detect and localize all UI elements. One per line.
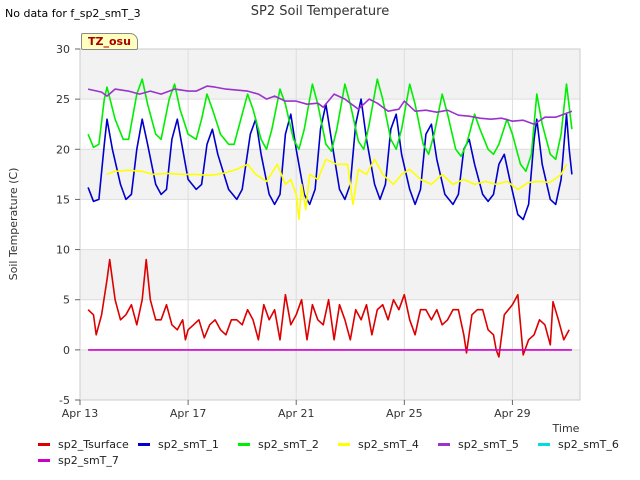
legend-label: sp2_smT_2 (258, 437, 319, 451)
legend-item: sp2_smT_2 (238, 438, 338, 451)
series-line-sp2_smT_2 (87, 78, 573, 173)
y-tick-label: 0 (63, 344, 70, 357)
legend-label: sp2_smT_4 (358, 437, 419, 451)
legend-swatch (38, 458, 50, 462)
legend-item: sp2_smT_1 (138, 438, 238, 451)
y-axis-label: Soil Temperature (C) (7, 168, 20, 281)
legend-label: sp2_smT_7 (58, 453, 119, 467)
background-band (80, 349, 580, 400)
legend-swatch (538, 442, 550, 446)
series-line-sp2_smT_4 (106, 158, 568, 221)
legend-swatch (238, 442, 250, 446)
timezone-badge: TZ_osu (81, 33, 138, 50)
y-tick-label: 5 (63, 294, 70, 307)
legend-swatch (38, 442, 50, 446)
series-line-sp2_Tsurface (87, 258, 570, 358)
legend-item: sp2_smT_5 (438, 438, 538, 451)
legend: sp2_Tsurface sp2_smT_1 sp2_smT_2 sp2_smT_4 s… (38, 436, 638, 468)
x-tick-label: Apr 13 (62, 407, 99, 420)
no-data-message: No data for f_sp2_smT_3 (5, 7, 141, 20)
legend-label: sp2_smT_1 (158, 437, 219, 451)
y-axis-ticks: -5 0 5 10 15 20 25 30 (56, 43, 80, 407)
legend-item: sp2_smT_7 (38, 454, 142, 467)
y-tick-label: 20 (56, 143, 70, 156)
legend-swatch (138, 442, 150, 446)
legend-swatch (338, 442, 350, 446)
legend-row: sp2_smT_7 (38, 452, 638, 468)
grid-lines (79, 48, 580, 401)
x-axis-ticks: Apr 13 Apr 17 Apr 21 Apr 25 Apr 29 (62, 400, 531, 420)
background-band (80, 49, 580, 100)
x-tick-label: Apr 21 (278, 407, 315, 420)
background-bands (80, 49, 580, 400)
y-tick-label: 30 (56, 43, 70, 56)
background-band (80, 249, 580, 300)
x-tick-label: Apr 29 (494, 407, 531, 420)
legend-row: sp2_Tsurface sp2_smT_1 sp2_smT_2 sp2_smT_4 s… (38, 436, 638, 452)
legend-label: sp2_smT_5 (458, 437, 519, 451)
chart-title: SP2 Soil Temperature (251, 4, 389, 19)
legend-label: sp2_Tsurface (58, 437, 129, 451)
y-tick-label: 10 (56, 244, 70, 257)
legend-label: sp2_smT_6 (558, 437, 619, 451)
legend-item: sp2_Tsurface (38, 438, 138, 451)
x-axis-label: Time (552, 422, 580, 435)
series-lines (87, 78, 573, 358)
legend-swatch (438, 442, 450, 446)
legend-item: sp2_smT_6 (538, 438, 638, 451)
x-tick-label: Apr 17 (170, 407, 207, 420)
legend-item: sp2_smT_4 (338, 438, 438, 451)
y-tick-label: -5 (59, 394, 70, 407)
y-tick-label: 25 (56, 93, 70, 106)
y-tick-label: 15 (56, 193, 70, 206)
plot-frame (79, 48, 581, 401)
series-line-sp2_smT_5 (87, 85, 573, 125)
x-tick-label: Apr 25 (386, 407, 423, 420)
